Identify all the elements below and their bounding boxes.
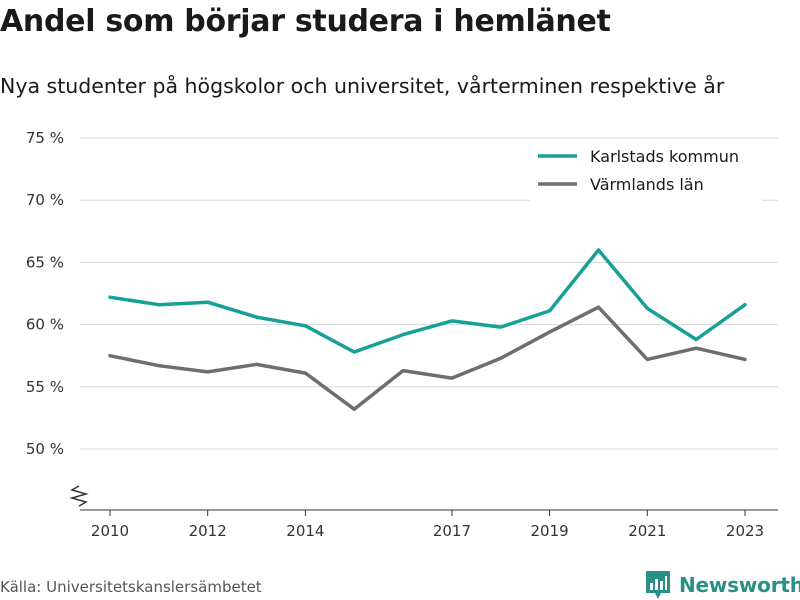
newsworthy-icon: [646, 571, 670, 599]
y-tick-label: 50 %: [26, 440, 64, 458]
x-tick-label: 2019: [531, 522, 569, 540]
x-tick-label: 2014: [286, 522, 324, 540]
chart-title: Andel som börjar studera i hemlänet: [0, 4, 611, 39]
x-tick-label: 2021: [628, 522, 666, 540]
legend-label: Karlstads kommun: [590, 147, 739, 166]
x-tick-label: 2017: [433, 522, 471, 540]
brand-logo: Newsworthy: [645, 570, 800, 600]
series-line: [108, 305, 747, 411]
legend-box: [530, 140, 762, 202]
series-line: [108, 248, 747, 354]
chart-subtitle: Nya studenter på högskolor och universit…: [0, 74, 725, 98]
y-tick-label: 70 %: [26, 191, 64, 209]
x-tick-label: 2010: [91, 522, 129, 540]
y-tick-label: 65 %: [26, 253, 64, 271]
y-tick-label: 55 %: [26, 378, 64, 396]
x-tick-label: 2012: [189, 522, 227, 540]
y-tick-label: 60 %: [26, 316, 64, 334]
brand-name: Newsworthy: [679, 573, 800, 597]
source-note: Källa: Universitetskanslersämbetet: [0, 578, 262, 596]
x-tick-label: 2023: [726, 522, 764, 540]
legend-label: Värmlands län: [590, 175, 704, 194]
axis-break-marker: [69, 485, 89, 507]
y-tick-label: 75 %: [26, 129, 64, 147]
